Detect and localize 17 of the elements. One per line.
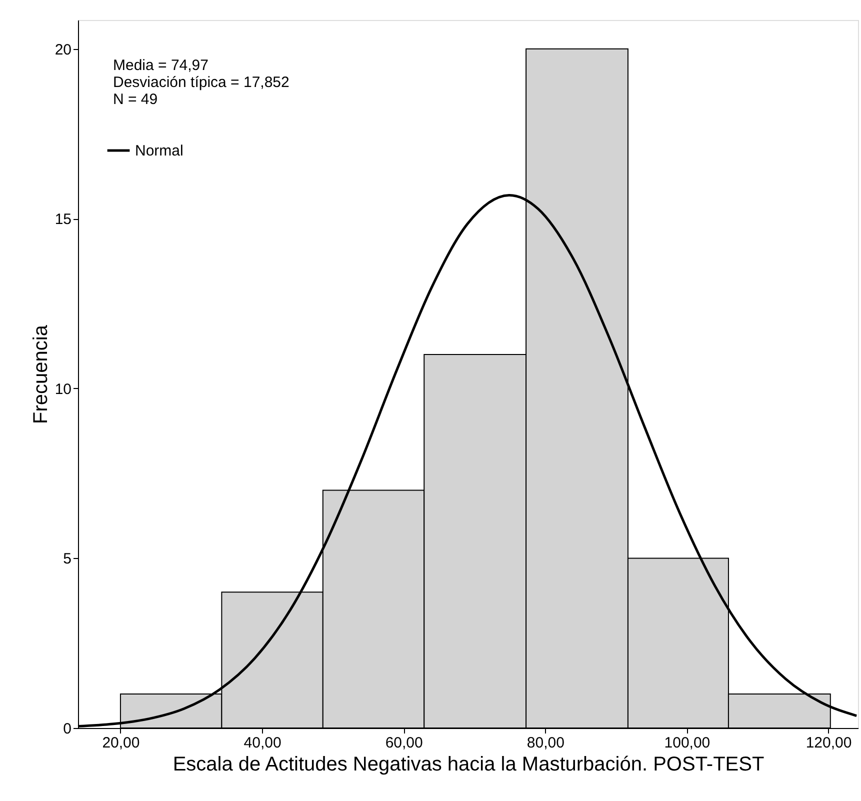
x-tick-label: 20,00	[102, 734, 140, 752]
x-tick-label: 120,00	[806, 734, 852, 752]
x-tick-label: 40,00	[244, 734, 282, 752]
x-tick-label: 60,00	[385, 734, 423, 752]
y-tick-label: 10	[54, 380, 72, 398]
x-tick-label: 100,00	[664, 734, 710, 752]
x-tick-label: 80,00	[526, 734, 564, 752]
x-axis-title: Escala de Actitudes Negativas hacia la Masturbación. POST-TEST	[172, 754, 764, 776]
y-tick-label: 5	[63, 550, 72, 568]
y-tick-label: 20	[54, 41, 72, 58]
legend-label: Normal	[135, 142, 184, 160]
annotation: Desviación típica = 17,852	[113, 74, 290, 91]
y-tick-label: 15	[54, 211, 72, 228]
y-axis-title: Frecuencia	[30, 324, 52, 424]
annotation: Media = 74,97	[113, 57, 208, 74]
y-tick-label: 0	[63, 720, 72, 738]
annotation: N = 49	[113, 91, 158, 108]
